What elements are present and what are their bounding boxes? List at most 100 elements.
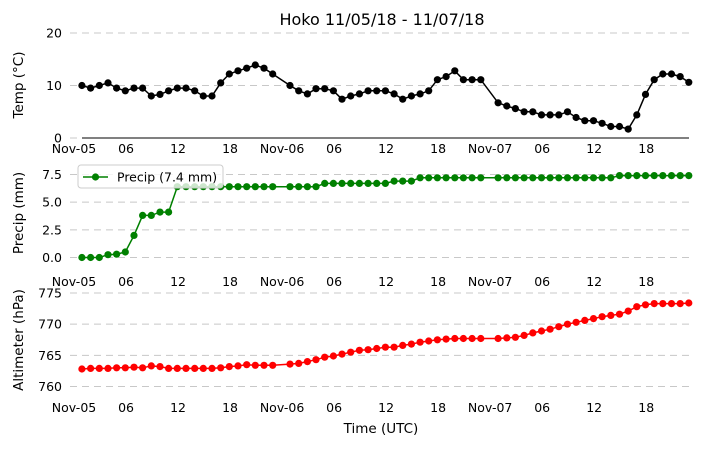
temp-data-point (147, 92, 155, 100)
x-tick-label: 18 (638, 274, 654, 289)
precip-data-point (659, 172, 667, 180)
temp-data-point (303, 90, 311, 98)
temp-data-point (321, 85, 329, 93)
precip-data-point (676, 172, 684, 180)
temp-data-point (139, 84, 147, 92)
temp-data-point (624, 125, 632, 133)
precip-data-point (390, 177, 398, 185)
precip-data-point (598, 174, 606, 182)
precip-data-point (529, 174, 537, 182)
x-tick-label: 12 (378, 400, 394, 415)
legend-label: Precip (7.4 mm) (117, 170, 217, 185)
precip-data-point (494, 174, 502, 182)
temp-data-point (503, 102, 511, 110)
y-tick-label: 775 (38, 286, 62, 301)
temp-data-point (286, 81, 294, 90)
y-tick-label: 10 (46, 78, 62, 93)
precip-data-point (121, 248, 129, 256)
temp-series-line (81, 64, 690, 130)
temp-data-point (399, 95, 407, 103)
precip-data-point (338, 179, 346, 187)
precip-data-point (546, 174, 554, 182)
precip-data-point (555, 174, 563, 182)
temp-data-point (615, 122, 624, 131)
precip-data-point (139, 211, 147, 219)
temp-data-point (78, 81, 86, 90)
altimeter-data-point (451, 334, 459, 343)
precip-data-point (451, 174, 459, 182)
x-tick-label: 18 (222, 274, 238, 289)
temp-data-point (537, 111, 546, 119)
precip-data-point (459, 174, 467, 182)
temp-data-point (659, 70, 667, 78)
altimeter-data-point (425, 337, 433, 345)
altimeter-panel: 760 765 770 775 Altimeter (hPa) Nov-05 06 12 18 N… (11, 286, 693, 415)
x-tick-label: 06 (118, 274, 134, 289)
precip-data-point (503, 174, 511, 182)
temp-data-point (667, 70, 676, 78)
y-tick-label: 7.5 (42, 167, 62, 182)
y-tick-label: 770 (38, 317, 62, 332)
precip-data-point (650, 172, 658, 180)
altimeter-data-point (87, 364, 95, 372)
temp-data-point (477, 76, 485, 84)
precip-data-point (520, 174, 528, 182)
temp-data-point (511, 105, 519, 113)
temp-data-point (381, 87, 389, 95)
precip-data-point (607, 174, 615, 182)
temp-data-point (373, 87, 381, 95)
temp-data-point (347, 92, 355, 100)
altimeter-data-point (572, 318, 580, 326)
x-tick-label: 12 (586, 274, 602, 289)
temp-panel: 0 10 20 Temp (°C) Nov-05 06 12 18 Nov-06 06 12 18 No… (11, 26, 693, 156)
temp-data-point (494, 99, 502, 107)
altimeter-data-point (685, 299, 693, 307)
temp-data-point (390, 90, 398, 98)
x-tick-label: 06 (534, 141, 550, 156)
altimeter-data-point (650, 300, 658, 308)
temp-data-point (685, 78, 693, 86)
x-tick-label: 18 (430, 274, 446, 289)
altimeter-data-point (217, 364, 225, 372)
precip-data-point (260, 183, 268, 191)
y-axis-label: Precip (mm) (11, 172, 27, 254)
x-tick-label: 18 (430, 400, 446, 415)
temp-data-point (208, 92, 216, 100)
precip-data-point (355, 179, 363, 187)
temp-data-point (416, 90, 424, 98)
x-tick-label: Nov-06 (260, 141, 305, 156)
precip-data-point (589, 174, 598, 182)
temp-data-point (260, 64, 268, 72)
temp-data-point (459, 76, 467, 84)
x-tick-label: Nov-07 (468, 400, 512, 415)
temp-data-point (598, 119, 606, 127)
temp-data-point (269, 70, 277, 78)
temp-data-point (468, 76, 476, 84)
altimeter-data-point (381, 343, 389, 351)
precip-data-point (581, 174, 589, 182)
x-tick-label: 06 (118, 141, 134, 156)
altimeter-data-point (373, 344, 381, 353)
precip-data-point (399, 177, 407, 185)
y-tick-label: 20 (46, 26, 62, 41)
temp-data-point (234, 67, 242, 75)
y-tick-label: 5.0 (42, 195, 62, 210)
precip-data-point (312, 183, 320, 191)
precip-data-point (156, 208, 164, 216)
y-tick-label: 765 (38, 348, 62, 363)
y-tick-label: 2.5 (42, 222, 62, 237)
altimeter-data-point (104, 364, 112, 372)
precip-data-point (95, 253, 103, 262)
precip-data-point (685, 172, 693, 180)
x-tick-label: 18 (222, 400, 238, 415)
precip-data-point (615, 172, 624, 180)
temp-data-point (130, 84, 138, 92)
altimeter-data-point (555, 323, 563, 331)
x-tick-label: 06 (534, 400, 550, 415)
x-tick-label: Nov-07 (468, 274, 512, 289)
altimeter-data-point (459, 334, 467, 343)
temp-data-point (104, 79, 112, 87)
altimeter-data-point (442, 335, 450, 343)
altimeter-data-point (329, 352, 337, 360)
x-tick-label: Nov-06 (260, 274, 305, 289)
